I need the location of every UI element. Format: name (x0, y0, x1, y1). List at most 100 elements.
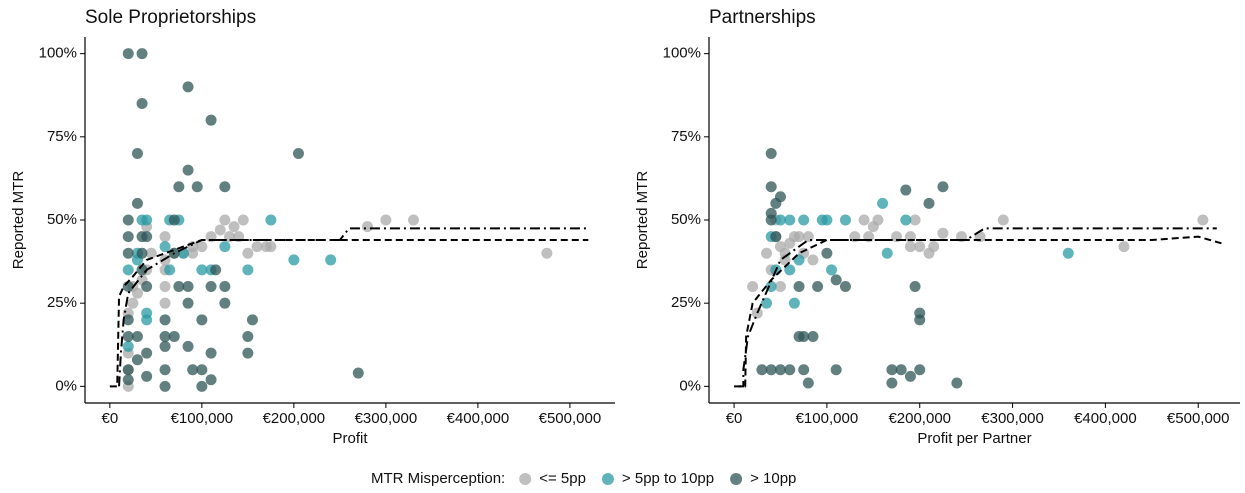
point (802, 377, 814, 389)
x-tick-label: €400,000 (447, 410, 510, 427)
point (937, 227, 949, 239)
point (131, 354, 143, 366)
point (141, 281, 153, 293)
point (361, 221, 373, 233)
y-tick-label: 75% (671, 128, 701, 145)
y-tick-label: 50% (47, 211, 77, 228)
point (173, 181, 185, 193)
y-tick-label: 75% (47, 128, 77, 145)
point (900, 214, 912, 226)
point (909, 281, 921, 293)
point (182, 81, 194, 93)
point (242, 247, 254, 259)
point (191, 181, 203, 193)
point (886, 377, 898, 389)
point (210, 264, 222, 276)
point (122, 364, 134, 376)
x-tick-label: €0 (102, 410, 119, 427)
point (352, 367, 364, 379)
point (127, 297, 139, 309)
y-tick-label: 50% (671, 211, 701, 228)
point (886, 364, 898, 376)
point (380, 214, 392, 226)
point (219, 214, 231, 226)
legend-marker (519, 473, 532, 485)
point (173, 281, 185, 293)
point (168, 214, 180, 226)
point (541, 247, 553, 259)
point (774, 214, 786, 226)
point (807, 254, 819, 266)
point (407, 214, 419, 226)
point (765, 364, 777, 376)
legend-marker (730, 473, 743, 485)
reference-line (738, 227, 1217, 388)
point (242, 264, 254, 276)
point (877, 197, 889, 209)
point (793, 231, 805, 243)
x-tick-label: €100,000 (796, 410, 859, 427)
point (1062, 247, 1074, 259)
x-tick-label: €500,000 (539, 410, 602, 427)
point (159, 330, 171, 342)
point (765, 147, 777, 159)
x-tick-label: €200,000 (888, 410, 951, 427)
point (205, 281, 217, 293)
point (122, 247, 134, 259)
point (131, 330, 143, 342)
point (164, 264, 176, 276)
x-tick-label: €300,000 (981, 410, 1044, 427)
point (131, 197, 143, 209)
point (228, 221, 240, 233)
y-axis-label: Reported MTR (634, 171, 651, 270)
point (923, 197, 935, 209)
panel-title: Partnerships (709, 7, 816, 28)
point (821, 214, 833, 226)
point (756, 364, 768, 376)
point (246, 314, 258, 326)
y-tick-label: 25% (671, 294, 701, 311)
point (196, 380, 208, 392)
point (1118, 241, 1130, 253)
point (788, 297, 800, 309)
point (159, 364, 171, 376)
point (237, 214, 249, 226)
point (839, 281, 851, 293)
point (904, 241, 916, 253)
point (872, 214, 884, 226)
point (122, 374, 134, 386)
x-tick-label: €200,000 (263, 410, 326, 427)
point (168, 330, 180, 342)
point (214, 224, 226, 236)
point (895, 364, 907, 376)
point (937, 181, 949, 193)
point (900, 184, 912, 196)
point (770, 231, 782, 243)
point (145, 247, 157, 259)
point (159, 314, 171, 326)
point (747, 281, 759, 293)
point (141, 370, 153, 382)
point (774, 364, 786, 376)
point (265, 241, 277, 253)
point (997, 214, 1009, 226)
point (196, 364, 208, 376)
point (914, 364, 926, 376)
point (122, 231, 134, 243)
point (196, 314, 208, 326)
legend-label: <= 5pp (539, 470, 586, 487)
point (830, 364, 842, 376)
point (914, 241, 926, 253)
point (196, 241, 208, 253)
point (131, 287, 143, 299)
point (122, 264, 134, 276)
point (219, 241, 231, 253)
point (807, 330, 819, 342)
x-tick-label: €500,000 (1167, 410, 1230, 427)
point (761, 247, 773, 259)
y-tick-label: 100% (663, 45, 701, 62)
point (774, 191, 786, 203)
panel-title: Sole Proprietorships (85, 7, 256, 28)
point (784, 214, 796, 226)
